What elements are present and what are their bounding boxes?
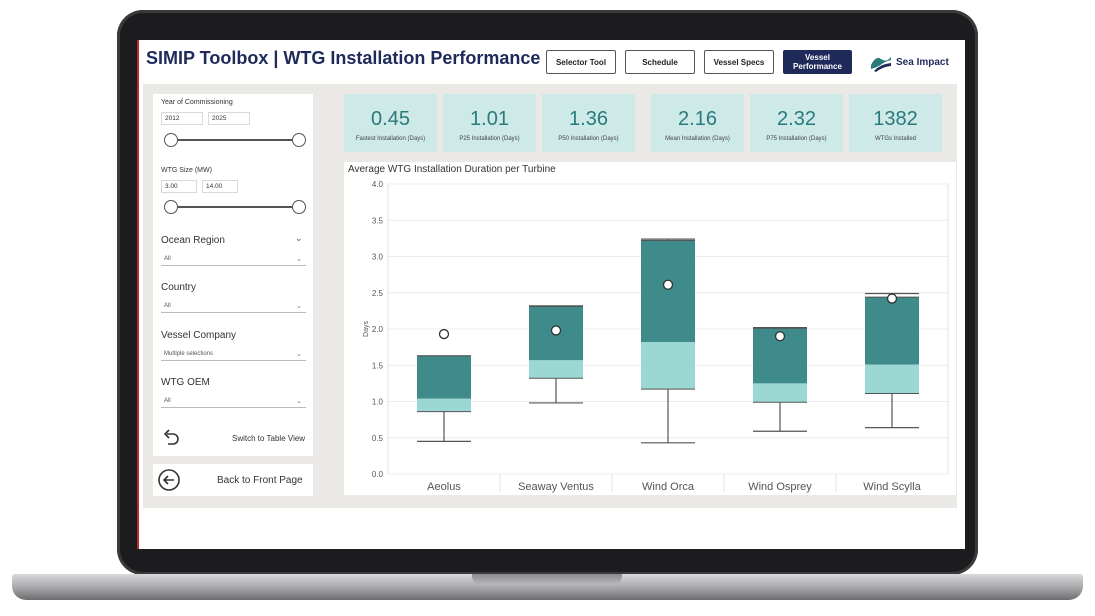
nav-schedule-button[interactable]: Schedule	[625, 50, 695, 74]
kpi-value: 2.16	[678, 108, 717, 130]
ocean-region-label: Ocean Region	[161, 235, 225, 246]
x-tick-label: Wind Osprey	[748, 481, 812, 493]
y-tick-label: 3.0	[372, 253, 384, 262]
nav-vessel-specs-button[interactable]: Vessel Specs	[704, 50, 774, 74]
mean-marker	[438, 328, 450, 340]
year-filter-label: Year of Commissioning	[161, 99, 233, 106]
kpi-card-fastest: 0.45 Fastest Installation (Days)	[344, 94, 437, 152]
kpi-value: 0.45	[371, 108, 410, 130]
kpi-card-p25: 1.01 P25 Installation (Days)	[443, 94, 536, 152]
vessel-company-value: Multiple selections	[164, 351, 214, 357]
undo-arrow-icon	[163, 429, 179, 445]
size-slider-track	[171, 206, 299, 208]
mean-marker	[550, 325, 562, 336]
kpi-label: WTGs Installed	[874, 136, 916, 142]
page-title: SIMIP Toolbox | WTG Installation Perform…	[146, 48, 541, 68]
box-lower-quartile	[641, 342, 695, 390]
box-lower-quartile	[417, 398, 471, 412]
y-tick-label: 2.0	[372, 325, 384, 334]
wtg-size-label: WTG Size (MW)	[161, 167, 212, 174]
kpi-card-wtgs-installed: 1382 WTGs Installed	[849, 94, 942, 152]
size-slider-max-handle[interactable]	[292, 200, 306, 214]
back-label: Back to Front Page	[217, 475, 303, 486]
wtg-oem-value: All	[164, 398, 171, 404]
nav-selector-tool-button[interactable]: Selector Tool	[546, 50, 616, 74]
switch-view-label: Switch to Table View	[232, 434, 306, 443]
mean-marker	[662, 279, 674, 290]
vessel-company-dropdown[interactable]: Multiple selections ⌄	[161, 348, 306, 361]
chevron-down-icon: ⌄	[296, 256, 302, 263]
x-tick-label: Aeolus	[427, 481, 461, 493]
chevron-down-icon: ⌄	[296, 398, 302, 405]
size-from-input[interactable]: 3.00	[161, 180, 197, 193]
ocean-region-collapse-icon[interactable]: ⌄	[295, 233, 303, 243]
year-from-input[interactable]: 2012	[161, 112, 203, 125]
sea-impact-logo: Sea Impact	[870, 50, 950, 74]
back-arrow-icon	[158, 469, 180, 491]
size-to-input[interactable]: 14.00	[202, 180, 238, 193]
ocean-region-dropdown[interactable]: All ⌄	[161, 253, 306, 266]
chart-title: Average WTG Installation Duration per Tu…	[348, 164, 556, 175]
kpi-card-p50: 1.36 P50 Installation (Days)	[542, 94, 635, 152]
y-tick-label: 2.5	[372, 289, 384, 298]
box-lower-quartile	[529, 360, 583, 379]
country-dropdown[interactable]: All ⌄	[161, 300, 306, 313]
box-upper-quartile	[417, 355, 471, 399]
chevron-down-icon: ⌄	[296, 303, 302, 310]
filter-panel: Year of Commissioning 2012 2025 WTG Size…	[153, 94, 313, 456]
year-slider-min-handle[interactable]	[164, 133, 178, 147]
wave-icon	[871, 57, 891, 72]
y-tick-label: 1.5	[372, 361, 384, 370]
wtg-oem-label: WTG OEM	[161, 377, 210, 388]
kpi-label: Mean Installation (Days)	[665, 136, 730, 142]
box-plot-panel: Average WTG Installation Duration per Tu…	[344, 162, 956, 495]
y-tick-label: 0.5	[372, 434, 384, 443]
nav-vessel-performance-button[interactable]: Vessel Performance	[783, 50, 852, 74]
wtg-oem-dropdown[interactable]: All ⌄	[161, 395, 306, 408]
switch-to-table-view-button[interactable]: Switch to Table View	[161, 428, 311, 448]
size-slider-min-handle[interactable]	[164, 200, 178, 214]
kpi-label: P50 Installation (Days)	[558, 136, 619, 142]
back-to-front-page-button[interactable]: Back to Front Page	[153, 464, 313, 496]
y-tick-label: 4.0	[372, 180, 384, 189]
x-tick-label: Wind Orca	[642, 481, 695, 493]
box-lower-quartile	[865, 364, 919, 394]
box-lower-quartile	[753, 383, 807, 403]
y-tick-label: 0.0	[372, 470, 384, 479]
y-axis-label: Days	[363, 321, 370, 337]
kpi-value: 1382	[873, 108, 918, 130]
box-plot-chart: 0.0 0.5 1.0 1.5 2.0 2.5 3.0 3.5 4.0 Days Aeolus Sea…	[363, 180, 949, 493]
y-tick-label: 3.5	[372, 216, 384, 225]
vessel-company-label: Vessel Company	[161, 330, 237, 341]
kpi-label: P75 Installation (Days)	[766, 136, 827, 142]
mean-marker	[886, 293, 898, 304]
kpi-value: 2.32	[777, 108, 816, 130]
mean-marker	[774, 331, 786, 342]
logo-text: Sea Impact	[896, 56, 949, 68]
dashboard-screen: SIMIP Toolbox | WTG Installation Perform…	[137, 40, 965, 549]
box-upper-quartile	[865, 297, 919, 365]
year-to-input[interactable]: 2025	[208, 112, 250, 125]
chevron-down-icon: ⌄	[296, 351, 302, 358]
ocean-region-value: All	[164, 256, 171, 262]
kpi-value: 1.36	[569, 108, 608, 130]
kpi-card-mean: 2.16 Mean Installation (Days)	[651, 94, 744, 152]
kpi-label: Fastest Installation (Days)	[355, 136, 426, 142]
x-tick-label: Seaway Ventus	[518, 481, 594, 493]
accent-bar	[137, 40, 139, 549]
country-value: All	[164, 303, 171, 309]
y-tick-label: 1.0	[372, 398, 384, 407]
kpi-label: P25 Installation (Days)	[459, 136, 520, 142]
year-slider-track	[171, 139, 299, 141]
box-upper-quartile	[641, 240, 695, 343]
kpi-card-p75: 2.32 P75 Installation (Days)	[750, 94, 843, 152]
laptop-notch	[472, 574, 622, 585]
kpi-value: 1.01	[470, 108, 509, 130]
x-tick-label: Wind Scylla	[863, 481, 921, 493]
country-label: Country	[161, 282, 197, 293]
year-slider-max-handle[interactable]	[292, 133, 306, 147]
